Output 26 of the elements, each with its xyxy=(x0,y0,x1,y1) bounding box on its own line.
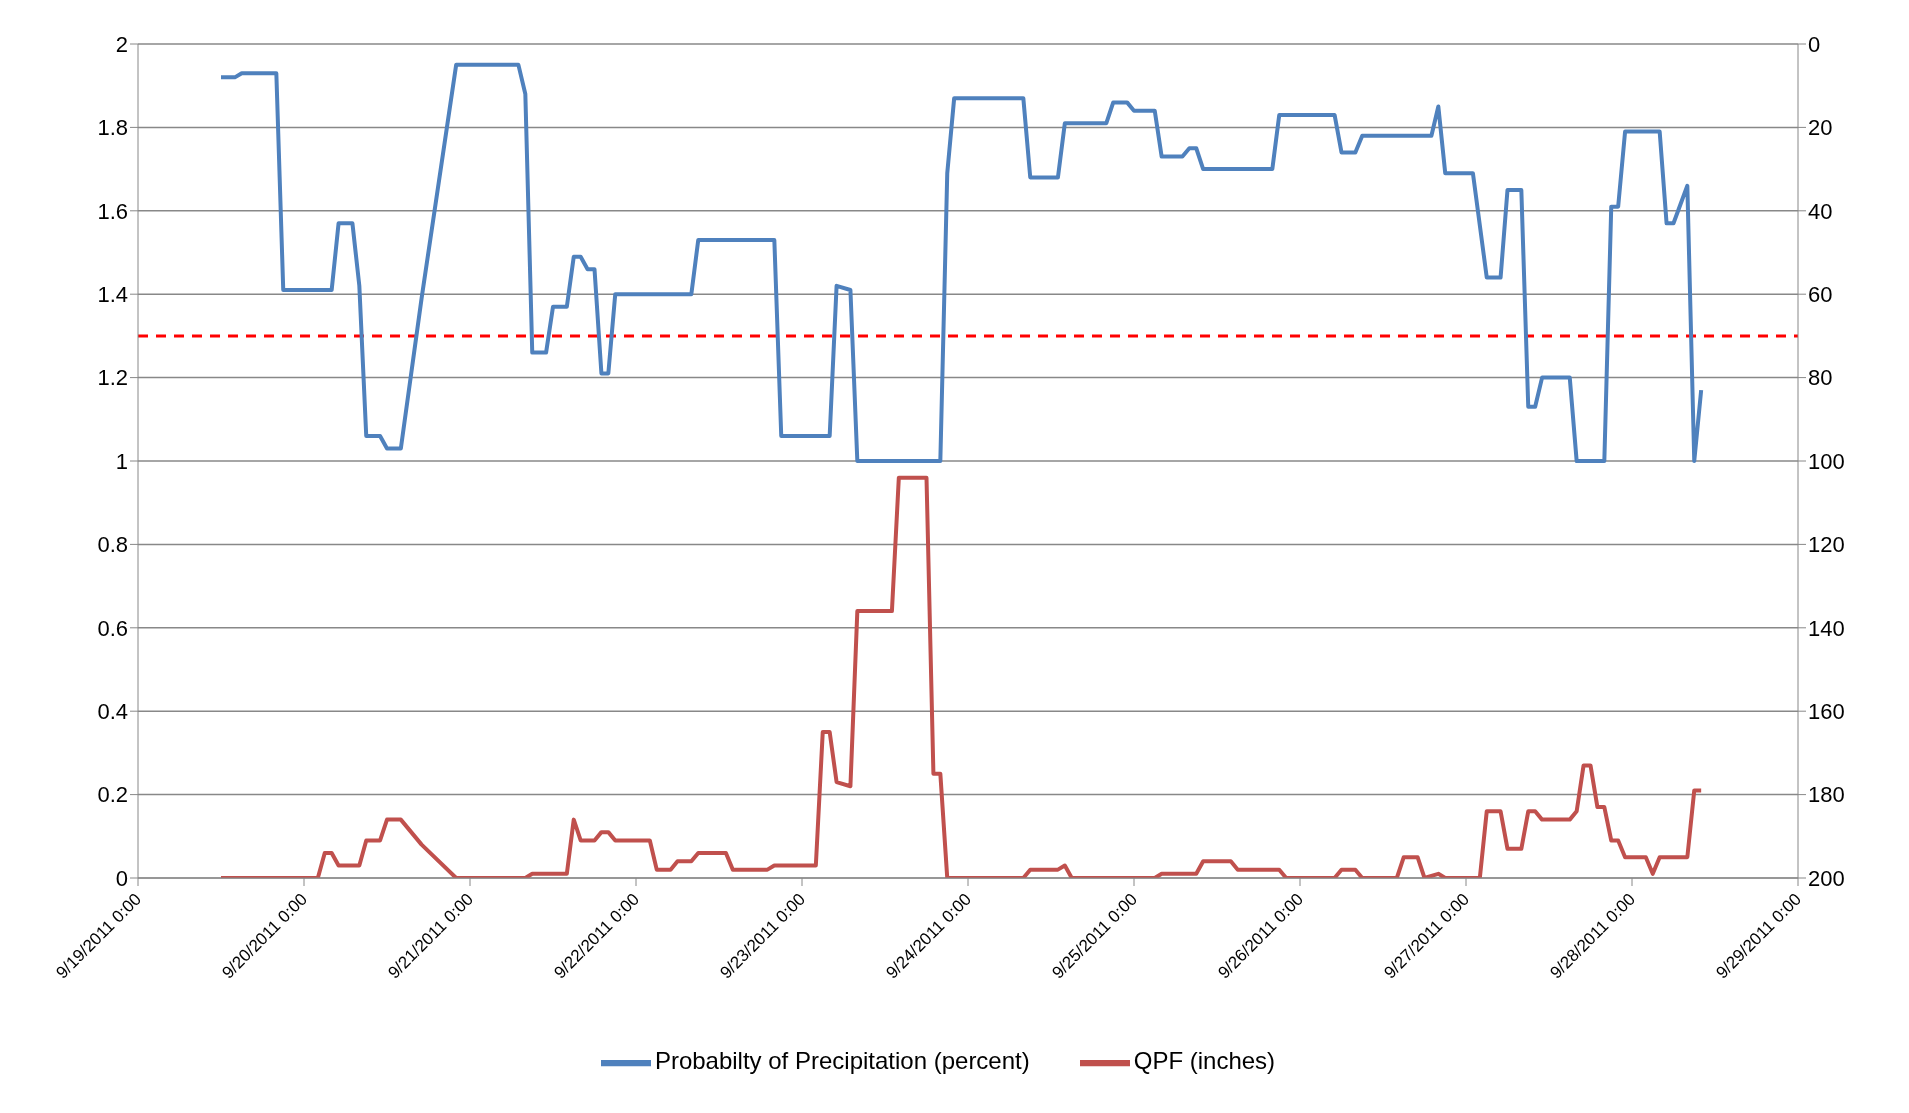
y-tick-label: 1 xyxy=(115,448,128,474)
y-tick-label: 0.6 xyxy=(97,615,128,641)
y2-tick-label: 80 xyxy=(1808,365,1833,391)
y2-tick-label: 200 xyxy=(1808,865,1845,891)
y-tick-label: 1.4 xyxy=(97,282,128,308)
y2-tick-label: 180 xyxy=(1808,782,1845,808)
y2-tick-label: 100 xyxy=(1808,448,1845,474)
legend-label: QPF (inches) xyxy=(1133,1047,1276,1075)
y2-tick-label: 20 xyxy=(1808,115,1833,141)
y-tick-label: 1.2 xyxy=(97,365,128,391)
y-tick-label: 0.4 xyxy=(97,699,128,725)
y2-tick-label: 120 xyxy=(1808,532,1845,558)
y-tick-label: 2 xyxy=(115,31,128,57)
y-tick-label: 0 xyxy=(115,865,128,891)
y-tick-label: 1.6 xyxy=(97,198,128,224)
y2-tick-label: 160 xyxy=(1808,699,1845,725)
line-series xyxy=(219,62,1704,463)
y-tick-label: 0.2 xyxy=(97,782,128,808)
y2-tick-label: 40 xyxy=(1808,198,1833,224)
y-tick-label: 0.8 xyxy=(97,532,128,558)
legend-label: Probabilty of Precipitation (percent) xyxy=(654,1047,1030,1075)
y2-tick-label: 60 xyxy=(1808,282,1833,308)
y2-tick-label: 0 xyxy=(1808,31,1821,57)
y-tick-label: 1.8 xyxy=(97,115,128,141)
y2-tick-label: 140 xyxy=(1808,615,1845,641)
line-series xyxy=(219,475,1704,878)
